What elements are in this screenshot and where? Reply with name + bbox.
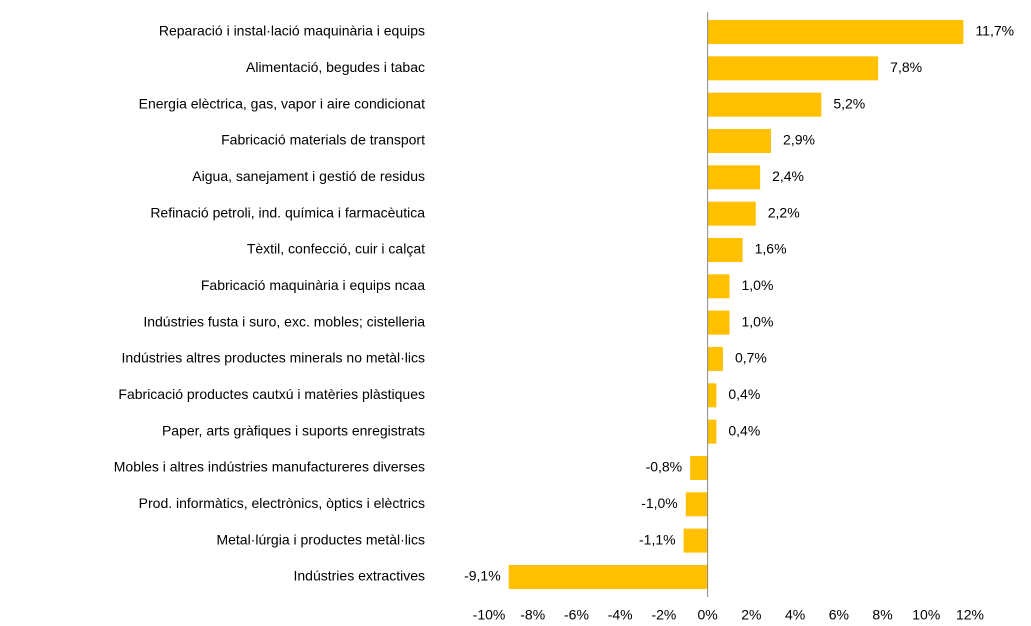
y-tick-label: Alimentació, begudes i tabac bbox=[246, 59, 425, 75]
bar bbox=[707, 419, 717, 444]
bar bbox=[685, 492, 708, 517]
x-tick-label: 6% bbox=[829, 607, 849, 623]
y-tick-label: Prod. informàtics, electrònics, òptics i… bbox=[139, 495, 425, 511]
value-label: 7,8% bbox=[890, 59, 922, 75]
bar bbox=[508, 564, 708, 589]
value-label: 0,7% bbox=[735, 350, 767, 366]
value-label: 2,4% bbox=[772, 168, 804, 184]
value-label: 2,2% bbox=[768, 204, 800, 220]
value-label: -1,1% bbox=[639, 531, 676, 547]
bar bbox=[707, 346, 723, 371]
y-tick-label: Fabricació productes cautxú i matèries p… bbox=[118, 386, 425, 402]
x-tick-label: -6% bbox=[564, 607, 589, 623]
x-tick-label: -8% bbox=[520, 607, 545, 623]
x-tick-label: 8% bbox=[872, 607, 892, 623]
value-label: 1,0% bbox=[742, 277, 774, 293]
y-tick-label: Tèxtil, confecció, cuir i calçat bbox=[247, 241, 425, 257]
y-tick-label: Metal·lúrgia i productes metàl·lics bbox=[216, 531, 425, 547]
bar bbox=[707, 92, 822, 117]
x-tick-label: 0% bbox=[698, 607, 718, 623]
value-label: 2,9% bbox=[783, 132, 815, 148]
value-label: 0,4% bbox=[728, 386, 760, 402]
value-label: 1,0% bbox=[742, 313, 774, 329]
bar bbox=[707, 201, 756, 226]
bar bbox=[707, 128, 772, 153]
y-tick-label: Fabricació materials de transport bbox=[221, 132, 425, 148]
value-label: -0,8% bbox=[646, 459, 683, 475]
bar bbox=[707, 20, 964, 44]
y-tick-label: Paper, arts gràfiques i suports enregist… bbox=[162, 422, 425, 438]
y-tick-label: Fabricació maquinària i equips ncaa bbox=[201, 277, 425, 293]
x-tick-label: 10% bbox=[912, 607, 940, 623]
bar bbox=[707, 383, 717, 408]
x-tick-label: 12% bbox=[956, 607, 984, 623]
y-tick-label: Reparació i instal·lació maquinària i eq… bbox=[159, 23, 425, 39]
value-label: 11,7% bbox=[975, 23, 1014, 39]
y-tick-label: Refinació petroli, ind. química i farmac… bbox=[150, 204, 425, 220]
value-label: 0,4% bbox=[728, 422, 760, 438]
y-tick-label: Indústries altres productes minerals no … bbox=[122, 350, 425, 366]
x-tick-label: -4% bbox=[608, 607, 633, 623]
bar bbox=[683, 528, 708, 553]
x-tick-label: 2% bbox=[741, 607, 761, 623]
x-tick-label: -2% bbox=[651, 607, 676, 623]
bar bbox=[707, 310, 730, 335]
y-tick-label: Energia elèctrica, gas, vapor i aire con… bbox=[139, 95, 425, 111]
value-label: 5,2% bbox=[833, 95, 865, 111]
y-tick-label: Mobles i altres indústries manufacturere… bbox=[114, 459, 425, 475]
bar bbox=[707, 165, 761, 190]
x-tick-label: 4% bbox=[785, 607, 805, 623]
y-tick-label: Indústries extractives bbox=[294, 568, 426, 584]
bar bbox=[690, 455, 708, 480]
value-label: -9,1% bbox=[464, 568, 501, 584]
bar bbox=[707, 274, 730, 299]
bar bbox=[707, 237, 743, 262]
value-label: 1,6% bbox=[755, 241, 787, 257]
value-label: -1,0% bbox=[641, 495, 678, 511]
y-tick-label: Aigua, sanejament i gestió de residus bbox=[192, 168, 425, 184]
y-tick-label: Indústries fusta i suro, exc. mobles; ci… bbox=[143, 313, 425, 329]
bar bbox=[707, 56, 879, 81]
x-tick-label: -10% bbox=[473, 607, 506, 623]
